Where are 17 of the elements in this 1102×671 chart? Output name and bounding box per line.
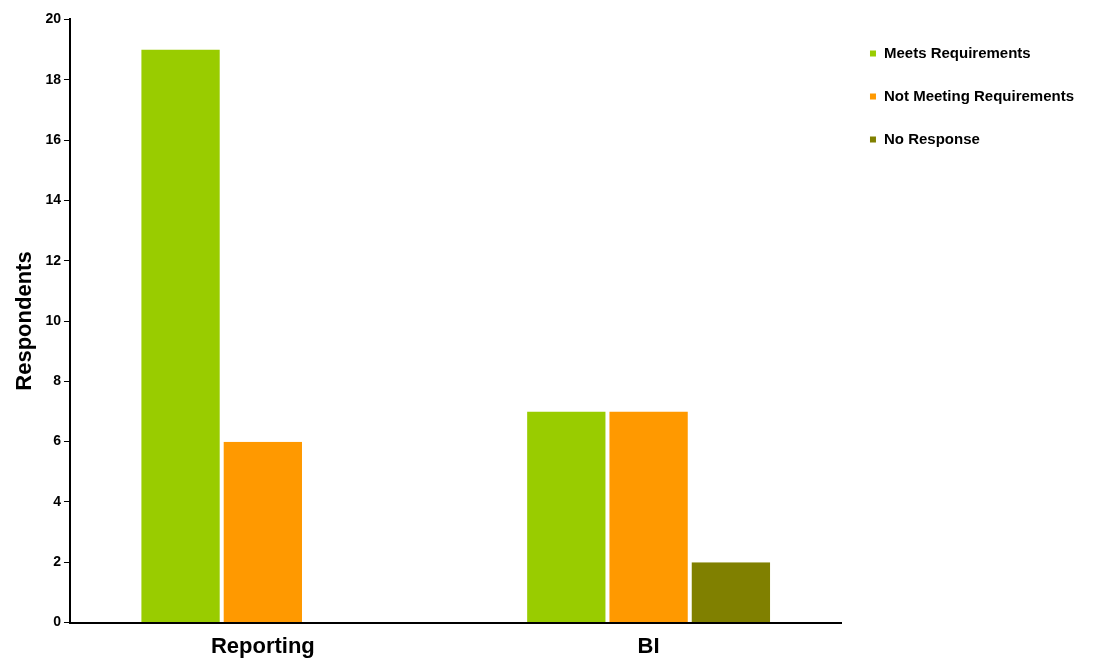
y-tick-label: 12 [45,251,62,268]
y-tick-label: 4 [53,492,62,509]
y-tick-label: 18 [45,70,62,87]
y-tick-label: 0 [53,613,62,630]
x-tick-label: Reporting [210,632,315,658]
y-tick-label: 6 [53,432,62,449]
y-tick-label: 8 [53,372,62,389]
y-tick-label: 20 [45,10,62,27]
y-tick-label: 14 [45,191,62,208]
y-axis-title: Respondents [11,251,37,391]
legend-label: Not Meeting Requirements [883,86,1075,104]
y-tick-label: 10 [45,311,62,328]
x-tick-label: BI [637,632,660,658]
y-tick-label: 16 [45,130,62,147]
legend-label: No Response [883,129,980,147]
legend-label: Meets Requirements [883,43,1031,61]
y-tick-label: 2 [53,553,62,570]
